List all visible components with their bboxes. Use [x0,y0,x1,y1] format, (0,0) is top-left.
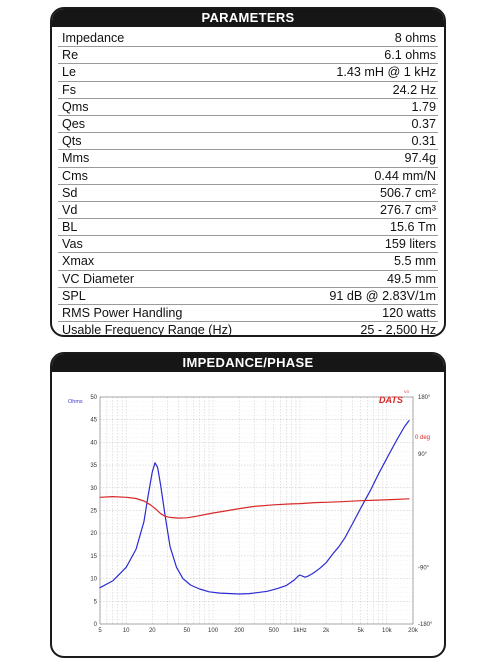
chart-tick-labels: 5 10 20 50 100 200 500 1kHz 2k 5k 10k 20k0510152025… [90,395,433,634]
parameter-name: Usable Frequency Range (Hz) [62,323,233,337]
parameter-name: VC Diameter [62,271,135,286]
x-tick-label: 1kHz [293,628,307,634]
parameter-row: Cms 0.44 mm/N [58,168,438,185]
parameter-value: 6.1 ohms [384,48,436,63]
parameter-name: SPL [62,288,86,303]
x-tick-label: 100 [208,628,219,634]
y-tick-label: 10 [90,577,97,583]
phase-tick-label: 90° [418,452,428,458]
phase-tick-label: 180° [418,395,431,401]
phase-curve [99,495,410,519]
parameter-name: Mms [62,151,90,166]
impedance-title: IMPEDANCE/PHASE [52,354,444,372]
parameter-value: 24.2 Hz [392,82,436,97]
parameter-value: 25 - 2,500 Hz [360,323,436,337]
parameter-value: 120 watts [382,306,436,320]
x-tick-label: 200 [234,628,245,634]
x-tick-label: 10k [382,628,393,634]
impedance-curve [99,419,410,595]
parameter-value: 15.6 Tm [390,220,436,235]
parameter-name: BL [62,220,78,235]
impedance-panel: IMPEDANCE/PHASE 5 10 20 50 100 200 500 1kHz 2k 5k… [50,352,446,658]
parameter-value: 8 ohms [394,31,436,45]
x-tick-label: 20k [408,628,419,634]
parameter-name: Fs [62,82,76,97]
parameter-row: Sd 506.7 cm² [58,185,438,202]
parameter-row: SPL 91 dB @ 2.83V/1m [58,288,438,305]
y-tick-label: 15 [90,554,97,560]
parameter-row: Qts 0.31 [58,133,438,151]
parameter-name: Vd [62,202,78,217]
parameter-value: 5.5 mm [394,254,436,269]
phase-tick-label: -90° [418,565,430,571]
chart-grid [99,396,414,625]
parameter-value: 159 liters [384,237,436,252]
parameter-row: Xmax 5.5 mm [58,253,438,271]
parameter-value: 1.43 mH @ 1 kHz [336,65,436,80]
parameter-value: 49.5 mm [387,271,436,286]
parameter-name: Sd [62,185,78,200]
parameter-row: Usable Frequency Range (Hz) 25 - 2,500 Hz [58,322,438,337]
dats-logo: DATS V3 [379,389,410,405]
impedance-chart: 5 10 20 50 100 200 500 1kHz 2k 5k 10k 20k 0 5 10 15 20 25… [52,372,444,656]
y-tick-label: 25 [90,509,97,515]
parameter-name: Xmax [62,254,95,269]
plot-frame [99,396,414,625]
x-tick-label: 5k [358,628,365,634]
parameter-value: 91 dB @ 2.83V/1m [329,288,436,303]
parameter-value: 97.4g [404,151,436,166]
parameter-name: Le [62,65,77,80]
parameter-row: Vas 159 liters [58,236,438,254]
ohms-unit-label: Ohms [68,399,83,405]
phase-tick-label: -180° [418,622,433,628]
parameters-table: Impedance 8 ohms Re 6.1 ohms Le 1.43 mH @ 1 k… [52,27,444,337]
parameter-row: Impedance 8 ohms [58,30,438,48]
parameter-row: VC Diameter 49.5 mm [58,271,438,288]
parameter-row: RMS Power Handling 120 watts [58,305,438,323]
parameter-row: Le 1.43 mH @ 1 kHz [58,64,438,82]
parameter-name: Vas [62,237,83,252]
parameter-name: RMS Power Handling [62,306,183,320]
parameter-name: Qes [62,116,86,131]
chart-curves [99,419,410,595]
parameter-value: 0.31 [411,134,436,149]
parameter-value: 0.37 [411,116,436,131]
parameter-name: Cms [62,168,88,183]
parameter-value: 276.7 cm³ [380,202,436,217]
y-tick-label: 50 [90,395,97,401]
x-tick-label: 10 [123,628,130,634]
y-tick-label: 0 [94,622,98,628]
x-tick-label: 5 [98,628,102,634]
y-tick-label: 45 [90,418,97,424]
parameter-row: Re 6.1 ohms [58,47,438,65]
dats-logo-text: DATS [379,395,403,405]
parameter-name: Impedance [62,31,125,45]
y-tick-label: 35 [90,463,97,469]
x-tick-label: 2k [323,628,330,634]
parameter-row: Fs 24.2 Hz [58,82,438,99]
parameter-value: 506.7 cm² [380,185,436,200]
parameter-value: 0.44 mm/N [374,168,436,183]
zero-deg-label: 0 deg [415,435,430,441]
parameters-panel: PARAMETERS Impedance 8 ohms Re 6.1 ohms Le 1.… [50,7,446,337]
impedance-phase-chart-svg: 5 10 20 50 100 200 500 1kHz 2k 5k 10k 20k0510152025… [68,389,433,634]
parameter-row: Mms 97.4g [58,150,438,168]
dats-logo-version: V3 [404,389,410,394]
x-tick-label: 20 [149,628,156,634]
y-tick-label: 40 [90,440,97,446]
parameter-name: Re [62,48,79,63]
parameter-row: Vd 276.7 cm³ [58,202,438,220]
parameter-value: 1.79 [411,99,436,114]
parameter-name: Qms [62,99,89,114]
parameter-row: Qms 1.79 [58,99,438,116]
parameter-row: Qes 0.37 [58,116,438,134]
parameters-title: PARAMETERS [52,9,444,27]
y-tick-label: 30 [90,486,97,492]
parameter-name: Qts [62,134,82,149]
parameter-row: BL 15.6 Tm [58,219,438,237]
y-tick-label: 5 [94,599,98,605]
x-tick-label: 50 [184,628,191,634]
x-tick-label: 500 [269,628,280,634]
y-tick-label: 20 [90,531,97,537]
